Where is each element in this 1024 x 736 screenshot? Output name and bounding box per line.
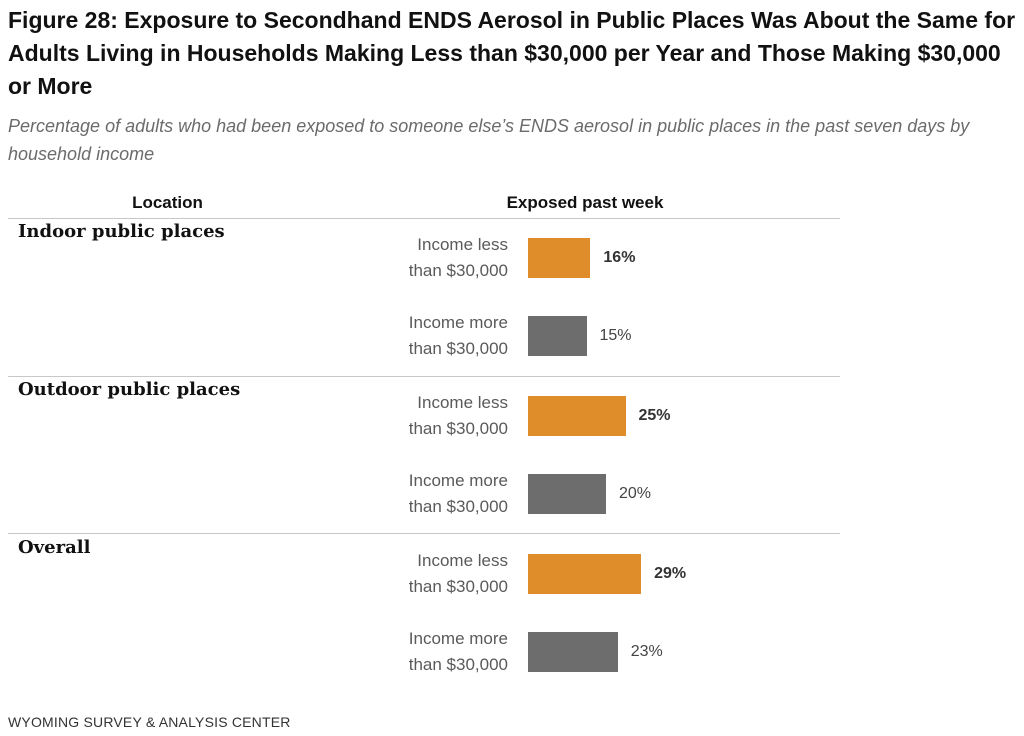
bar-category-label: Income less than $30,000 <box>348 232 508 284</box>
chart-subtitle: Percentage of adults who had been expose… <box>8 116 970 164</box>
bar-category-label-line: than $30,000 <box>408 419 508 438</box>
bar-category-label-line: Income less <box>417 235 508 254</box>
bar-value-label: 29% <box>654 565 687 582</box>
bar-income-more-30k <box>528 632 618 672</box>
bar-category-label-line: Income more <box>408 313 508 332</box>
bar-category-label-line: than $30,000 <box>408 577 508 596</box>
bar-value-label: 16% <box>603 249 636 266</box>
bar-value-label: 15% <box>599 327 632 344</box>
bar-category-label: Income less than $30,000 <box>348 548 508 600</box>
group-divider <box>8 533 840 534</box>
chart-title: Figure 28: Exposure to Secondhand ENDS A… <box>8 7 1016 99</box>
group-divider <box>8 218 840 219</box>
bar-category-label-line: than $30,000 <box>408 339 508 358</box>
group-label: Overall <box>18 537 91 558</box>
source-credit: WYOMING SURVEY & ANALYSIS CENTER <box>8 714 291 730</box>
column-header-location: Location <box>132 193 203 212</box>
bar-category-label-line: than $30,000 <box>408 655 508 674</box>
bar-category-label-line: than $30,000 <box>408 497 508 516</box>
bar-income-less-30k <box>528 554 642 594</box>
bar-income-less-30k <box>528 238 591 278</box>
bar-category-label-line: Income less <box>417 551 508 570</box>
bar-value-label: 23% <box>630 643 663 660</box>
bar-income-less-30k <box>528 396 626 436</box>
column-header-exposed: Exposed past week <box>506 193 664 212</box>
bar-category-label: Income more than $30,000 <box>348 310 508 362</box>
bar-income-more-30k <box>528 316 587 356</box>
bar-category-label: Income more than $30,000 <box>348 626 508 678</box>
group-divider <box>8 376 840 377</box>
bar-category-label: Income more than $30,000 <box>348 468 508 520</box>
bar-category-label-line: Income more <box>408 471 508 490</box>
bar-category-label-line: Income more <box>408 629 508 648</box>
group-label: Outdoor public places <box>18 379 241 400</box>
group-label: Indoor public places <box>18 221 225 242</box>
bar-category-label: Income less than $30,000 <box>348 390 508 442</box>
bar-value-label: 25% <box>638 407 671 424</box>
bar-category-label-line: Income less <box>417 393 508 412</box>
bar-income-more-30k <box>528 474 606 514</box>
bar-category-label-line: than $30,000 <box>408 261 508 280</box>
bar-value-label: 20% <box>619 485 652 502</box>
